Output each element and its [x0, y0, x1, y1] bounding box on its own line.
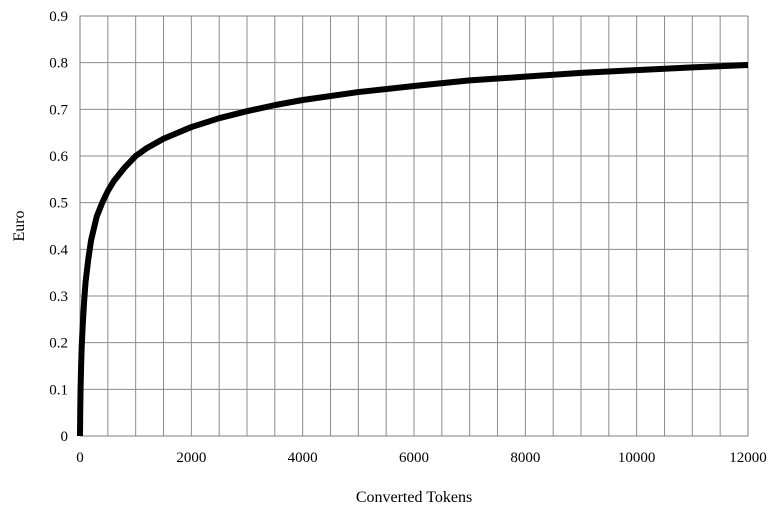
y-tick-label: 0.2 — [49, 336, 68, 352]
series-layer — [77, 62, 749, 437]
plot-area-border — [79, 15, 749, 437]
x-tick-label: 2000 — [176, 450, 206, 466]
y-axis-tick-labels: 0 0.1 0.2 0.3 0.4 0.5 0.6 0.7 0.8 0.9 — [49, 9, 68, 445]
y-tick-label: 0.6 — [49, 149, 68, 165]
x-tick-label: 6000 — [399, 450, 429, 466]
y-axis-title: Euro — [11, 210, 28, 241]
y-tick-label: 0.1 — [49, 382, 68, 398]
x-axis-title: Converted Tokens — [356, 489, 472, 506]
x-tick-label: 0 — [76, 450, 84, 466]
y-tick-label: 0.3 — [49, 289, 68, 305]
y-tick-label: 0 — [61, 429, 69, 445]
x-tick-label: 12000 — [729, 450, 767, 466]
y-tick-label: 0.7 — [49, 102, 68, 118]
y-tick-label: 0.4 — [49, 242, 68, 258]
x-axis-tick-labels: 0 2000 4000 6000 8000 10000 12000 — [76, 450, 767, 466]
y-tick-label: 0.5 — [49, 196, 68, 212]
x-tick-label: 8000 — [510, 450, 540, 466]
y-tick-label: 0.8 — [49, 56, 68, 72]
x-tick-label: 4000 — [288, 450, 318, 466]
y-tick-label: 0.9 — [49, 9, 68, 25]
series-line — [77, 62, 749, 437]
grid-lines — [80, 16, 748, 436]
x-tick-label: 10000 — [618, 450, 656, 466]
